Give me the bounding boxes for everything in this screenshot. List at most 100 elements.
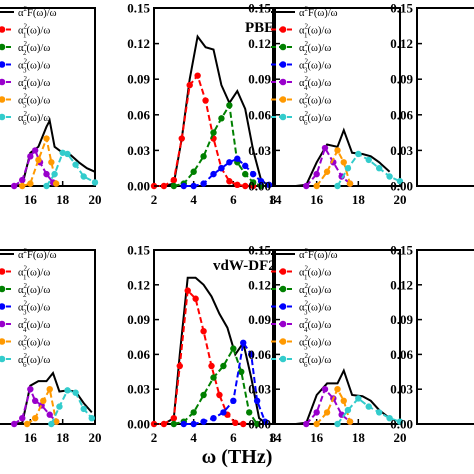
- legend-label: α2 4(ω)/ω: [299, 317, 331, 334]
- x-tick-label: 2: [151, 430, 158, 445]
- legend-label: α2 1(ω)/ω: [299, 265, 331, 282]
- legend-label: α2F(ω)/ω: [18, 5, 57, 19]
- data-point-s5: [346, 418, 354, 425]
- data-point-s2: [200, 153, 207, 160]
- legend-label: α2 4(ω)/ω: [299, 75, 331, 92]
- data-point-s1: [160, 182, 168, 190]
- data-point-s3: [265, 181, 273, 189]
- y-tick-label: 0.06: [127, 347, 150, 362]
- method-label: vdW-DF2: [213, 258, 276, 274]
- panel-frame: [153, 249, 274, 425]
- legend-marker: [0, 113, 6, 121]
- data-point-s5: [48, 159, 55, 166]
- data-point-s2: [218, 115, 225, 122]
- x-axis-label: ω (THz): [201, 446, 273, 468]
- data-point-s2: [246, 409, 253, 416]
- panel-frame: [0, 249, 96, 425]
- data-point-s3: [226, 159, 233, 166]
- legend-left: α2F(ω)/ω α2 1(ω)/ωα2 2(ω)/ωα2 3(ω)/ωα2 4(ω)/ω…: [0, 247, 57, 369]
- data-point-s4: [19, 415, 26, 422]
- y-tick-label: 0.09: [127, 72, 150, 87]
- y-tick-label: 0.15: [127, 1, 150, 16]
- data-point-s4: [27, 153, 34, 160]
- x-tick-label: 16: [24, 430, 38, 445]
- data-point-s5: [323, 168, 331, 175]
- legend-marker: [279, 320, 287, 328]
- data-point-s4: [19, 176, 26, 184]
- y-tick-label: 0.03: [127, 143, 150, 158]
- legend-marker: [279, 78, 287, 86]
- data-point-s1: [170, 415, 178, 422]
- data-point-s5: [346, 180, 354, 187]
- y-tick-label: 0.12: [390, 277, 413, 292]
- data-point-s6: [344, 406, 352, 414]
- legend-label: α2 2(ω)/ω: [18, 40, 50, 57]
- y-tick-label: 0.03: [127, 382, 150, 397]
- legend-label: α2 1(ω)/ω: [18, 23, 50, 40]
- panel-left: 16 18 20: [0, 7, 102, 207]
- data-point-s6: [88, 415, 95, 422]
- series-line-total: [275, 127, 391, 187]
- legend-label: α2 3(ω)/ω: [18, 300, 50, 317]
- data-point-s6: [365, 156, 372, 164]
- data-point-s4: [303, 182, 310, 190]
- data-point-s5: [46, 386, 53, 393]
- legend-marker: [0, 285, 6, 293]
- data-point-s1: [242, 182, 249, 190]
- y-tick-label: 0.12: [248, 36, 271, 51]
- legend-label: α2 4(ω)/ω: [18, 75, 50, 92]
- y-tick-label: 0.00: [390, 417, 413, 432]
- x-tick-label: 4: [190, 192, 197, 207]
- x-tick-label: 20: [89, 430, 102, 445]
- y-tick-label: 0.03: [390, 382, 413, 397]
- series-line-total: [154, 276, 268, 425]
- data-point-s5: [334, 386, 341, 393]
- legend-label: α2 6(ω)/ω: [18, 352, 50, 369]
- panel-far-right: [416, 7, 474, 187]
- x-tick-label: 16: [310, 430, 324, 445]
- data-point-s6: [59, 149, 66, 156]
- legend-marker: [0, 78, 6, 86]
- legend-marker: [0, 338, 6, 345]
- panel-middle: 2 4 6 8: [151, 249, 277, 445]
- y-tick-label: 0.03: [390, 143, 413, 158]
- data-point-s2: [210, 129, 217, 136]
- panel-frame: [274, 249, 401, 425]
- data-point-s6: [72, 389, 79, 396]
- x-tick-label: 18: [352, 192, 366, 207]
- legend-marker: [279, 268, 287, 275]
- data-point-s6: [56, 403, 63, 410]
- y-tick-label: 0.09: [390, 312, 413, 327]
- data-point-s4: [313, 170, 320, 178]
- x-tick-label: 20: [394, 192, 407, 207]
- data-point-s2: [170, 182, 178, 190]
- y-tick-label: 0.15: [127, 243, 150, 258]
- y-tick-label: 0.12: [248, 277, 271, 292]
- legend-label: α2 1(ω)/ω: [18, 265, 50, 282]
- data-point-s3: [210, 170, 217, 178]
- data-point-s6: [334, 182, 341, 190]
- data-point-s3: [180, 420, 187, 428]
- data-point-s6: [375, 165, 383, 172]
- x-tick-label: 16: [24, 192, 38, 207]
- legend-marker: [0, 303, 6, 310]
- data-point-s3: [253, 397, 261, 404]
- legend-marker: [0, 355, 6, 363]
- data-point-s5: [40, 397, 47, 404]
- x-tick-label: 14: [269, 430, 283, 445]
- panel-right: 14 16 18 20: [269, 249, 407, 445]
- data-point-s1: [226, 178, 233, 185]
- data-point-s6: [91, 179, 99, 186]
- data-point-s3: [257, 178, 265, 185]
- legend-marker: [279, 285, 287, 293]
- data-point-s3: [220, 409, 227, 416]
- legend-label: α2 1(ω)/ω: [299, 23, 331, 40]
- data-point-s1: [160, 420, 168, 428]
- legend-label: α2 6(ω)/ω: [299, 352, 331, 369]
- x-tick-label: 18: [56, 192, 70, 207]
- data-point-s1: [240, 420, 247, 428]
- series-line-total: [0, 370, 93, 425]
- data-point-s4: [313, 409, 320, 416]
- y-tick-label: 0.09: [248, 312, 271, 327]
- legend-marker: [279, 303, 287, 310]
